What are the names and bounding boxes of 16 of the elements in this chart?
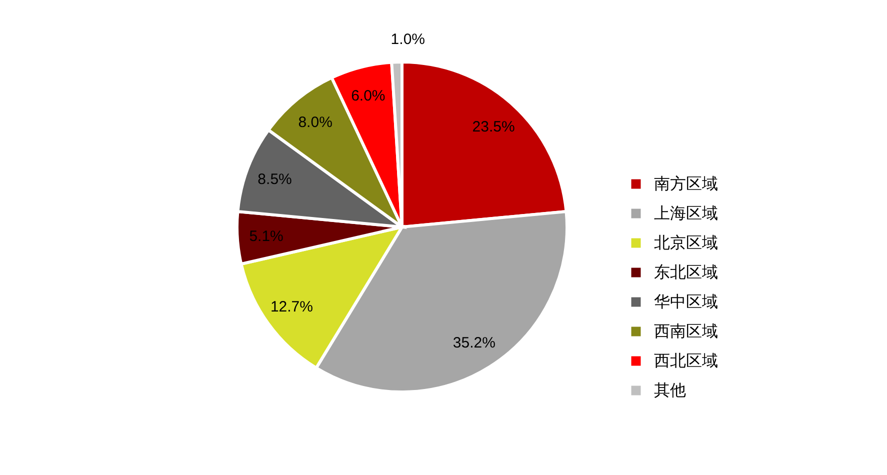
data-label: 35.2% <box>452 334 496 352</box>
legend-label: 南方区域 <box>654 175 718 193</box>
data-label: 12.7% <box>270 298 313 316</box>
legend-label: 西南区域 <box>654 322 718 340</box>
legend-label: 东北区域 <box>654 264 718 282</box>
legend-label: 北京区域 <box>654 234 718 252</box>
data-label: 6.0% <box>351 87 386 104</box>
data-label: 8.0% <box>298 114 332 132</box>
legend-label: 其他 <box>654 382 686 400</box>
data-label: 5.1% <box>249 228 284 245</box>
legend-label: 西北区域 <box>654 352 718 370</box>
data-label: 23.5% <box>472 118 515 136</box>
legend-label: 上海区域 <box>654 204 718 222</box>
legend-label: 华中区域 <box>654 293 718 311</box>
data-label: 8.5% <box>258 170 292 188</box>
data-label: 1.0% <box>390 31 426 48</box>
